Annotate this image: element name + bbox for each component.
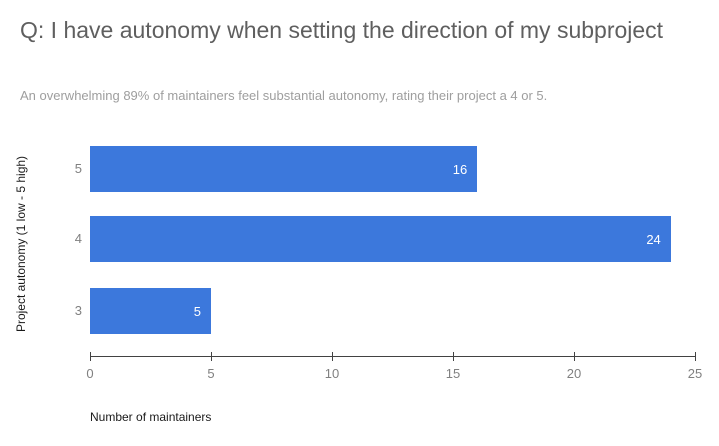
bar-value-label: 24: [646, 231, 661, 247]
x-axis-tick-label: 5: [207, 366, 215, 381]
x-axis-tick: [331, 352, 333, 361]
bar-value-label: 5: [193, 303, 201, 319]
chart-title: Q: I have autonomy when setting the dire…: [20, 17, 664, 43]
bar-category-3: 5: [90, 288, 211, 334]
x-axis-tick: [452, 352, 454, 361]
x-axis-tick: [89, 352, 91, 361]
bar-category-5: 16: [90, 146, 478, 192]
y-axis-category-label: 4: [74, 231, 82, 246]
x-axis-tick-label: 25: [687, 366, 703, 381]
x-axis-tick-label: 20: [566, 366, 582, 381]
y-axis-category-label: 3: [74, 303, 82, 318]
bar-value-label: 16: [452, 161, 468, 177]
bar-category-4: 24: [90, 216, 671, 262]
y-axis-category-label: 5: [74, 161, 82, 176]
y-axis-title: Project autonomy (1 low - 5 high): [14, 155, 28, 333]
x-axis-tick: [573, 352, 575, 361]
x-axis-tick: [694, 352, 696, 361]
x-axis-tick: [210, 352, 212, 361]
x-axis-tick-label: 10: [324, 366, 340, 381]
x-axis-tick-label: 15: [445, 366, 461, 381]
chart-subtitle: An overwhelming 89% of maintainers feel …: [20, 88, 548, 103]
x-axis-line: [90, 356, 696, 357]
x-axis-tick-label: 0: [86, 366, 94, 381]
x-axis-title: Number of maintainers: [90, 410, 212, 424]
